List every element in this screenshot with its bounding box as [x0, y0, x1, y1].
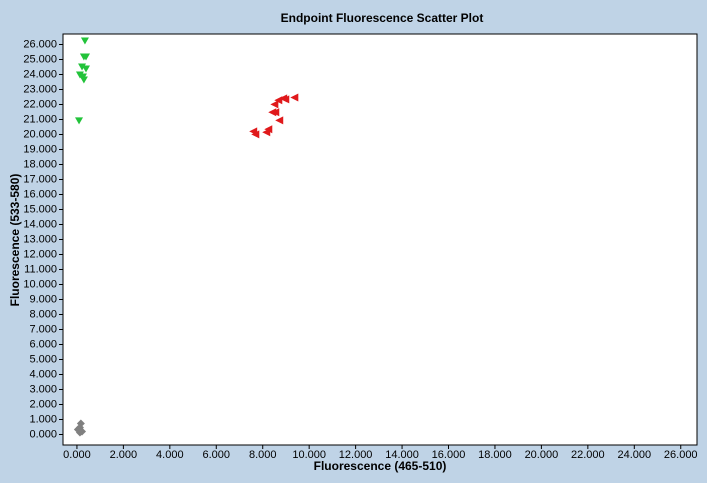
point: [268, 108, 277, 117]
x-tick-label: 22.000: [571, 449, 605, 461]
chart-title: Endpoint Fluorescence Scatter Plot: [281, 11, 484, 25]
y-tick-label: 11.000: [24, 263, 57, 275]
x-tick-label: 16.000: [432, 449, 466, 461]
x-tick-label: 26.000: [664, 449, 698, 461]
y-tick-label: 14.000: [23, 218, 57, 230]
point: [264, 125, 273, 134]
y-tick-label: 7.000: [29, 323, 57, 335]
y-tick-label: 3.000: [29, 383, 57, 395]
x-tick-label: 18.000: [478, 449, 512, 461]
y-tick-label: 16.000: [23, 188, 57, 200]
y-axis-label: Fluorescence (533-580): [8, 174, 22, 307]
point: [290, 93, 299, 102]
plot-area: [62, 33, 698, 446]
point: [79, 76, 88, 84]
x-tick-label: 0.000: [63, 449, 91, 461]
y-tick-label: 5.000: [29, 353, 57, 365]
x-tick-label: 6.000: [203, 449, 231, 461]
y-tick-label: 6.000: [29, 338, 57, 350]
x-tick-label: 4.000: [156, 449, 184, 461]
y-tick-label: 10.000: [23, 278, 57, 290]
x-tick-label: 10.000: [292, 449, 326, 461]
point: [78, 63, 87, 71]
y-tick-label: 15.000: [23, 203, 57, 215]
x-axis-label: Fluorescence (465-510): [314, 459, 447, 473]
y-tick-label: 18.000: [23, 158, 57, 170]
y-tick-label: 26.000: [23, 38, 57, 50]
y-tick-label: 24.000: [23, 68, 57, 80]
point: [80, 37, 89, 45]
x-tick-label: 8.000: [249, 449, 277, 461]
y-tick-label: 25.000: [23, 53, 57, 65]
y-tick-label: 12.000: [23, 248, 57, 260]
y-tick-label: 19.000: [23, 143, 57, 155]
y-tick-label: 1.000: [29, 413, 57, 425]
point: [251, 130, 260, 139]
y-tick-label: 20.000: [23, 128, 57, 140]
y-tick-label: 4.000: [29, 368, 57, 380]
y-tick-label: 2.000: [29, 398, 57, 410]
y-tick-label: 0.000: [29, 428, 57, 440]
point: [270, 100, 279, 109]
y-tick-label: 9.000: [29, 293, 57, 305]
y-tick-label: 22.000: [23, 98, 57, 110]
y-tick-label: 23.000: [23, 83, 57, 95]
point: [275, 116, 284, 125]
x-tick-label: 24.000: [617, 449, 651, 461]
y-tick-label: 21.000: [23, 113, 57, 125]
point: [81, 65, 90, 73]
y-tick-label: 8.000: [29, 308, 57, 320]
point: [75, 117, 84, 125]
x-tick-label: 12.000: [339, 449, 373, 461]
y-tick-label: 13.000: [23, 233, 57, 245]
x-tick-label: 14.000: [385, 449, 419, 461]
x-tick-label: 20.000: [525, 449, 559, 461]
point: [75, 428, 84, 437]
point: [81, 53, 90, 61]
y-tick-label: 17.000: [23, 173, 57, 185]
point: [281, 95, 290, 104]
x-tick-label: 2.000: [110, 449, 138, 461]
